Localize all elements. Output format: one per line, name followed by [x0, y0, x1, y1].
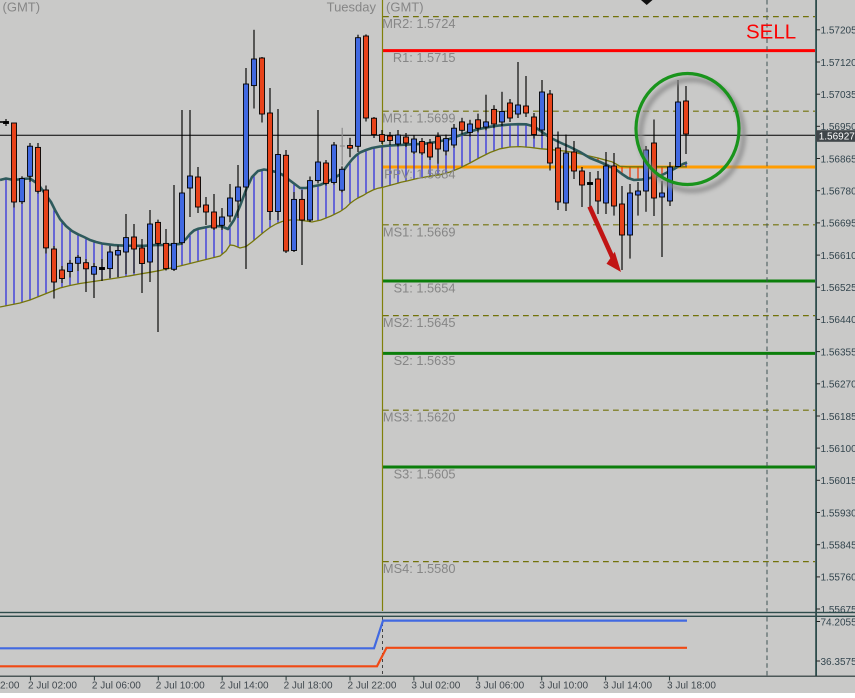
svg-text:MS2: 1.5645: MS2: 1.5645 [383, 315, 456, 330]
svg-text:2 Jul 06:00: 2 Jul 06:00 [92, 681, 141, 692]
svg-text:1.56185: 1.56185 [821, 412, 855, 423]
svg-text:3 Jul 10:00: 3 Jul 10:00 [539, 681, 588, 692]
svg-text:1.56440: 1.56440 [821, 315, 855, 326]
svg-text:MS1: 1.5669: MS1: 1.5669 [383, 224, 456, 239]
svg-text:2:00: 2:00 [0, 681, 20, 692]
svg-text:3 Jul 18:00: 3 Jul 18:00 [667, 681, 716, 692]
svg-text:1.57120: 1.57120 [821, 58, 855, 69]
svg-text:1.56780: 1.56780 [821, 187, 855, 198]
svg-text:1.56927: 1.56927 [819, 132, 855, 143]
svg-text:1.55675: 1.55675 [821, 605, 855, 616]
svg-text:1.56355: 1.56355 [821, 347, 855, 358]
svg-text:(GMT): (GMT) [3, 0, 41, 15]
svg-text:3 Jul 06:00: 3 Jul 06:00 [475, 681, 524, 692]
svg-text:1.55930: 1.55930 [821, 508, 855, 519]
svg-text:2 Jul 14:00: 2 Jul 14:00 [220, 681, 269, 692]
svg-text:(GMT): (GMT) [386, 0, 424, 15]
svg-text:2 Jul 18:00: 2 Jul 18:00 [284, 681, 333, 692]
svg-text:PPV: 1.5684: PPV: 1.5684 [384, 167, 455, 182]
svg-text:1.56100: 1.56100 [821, 444, 855, 455]
svg-text:MR2: 1.5724: MR2: 1.5724 [382, 16, 455, 31]
svg-text:MS4: 1.5580: MS4: 1.5580 [383, 561, 456, 576]
svg-text:1.56270: 1.56270 [821, 380, 855, 391]
svg-text:2 Jul 02:00: 2 Jul 02:00 [28, 681, 77, 692]
svg-text:S2: 1.5635: S2: 1.5635 [394, 353, 456, 368]
svg-text:1.56525: 1.56525 [821, 283, 855, 294]
svg-text:Tuesday: Tuesday [327, 0, 377, 15]
svg-text:MR1: 1.5699: MR1: 1.5699 [382, 111, 455, 126]
svg-text:3 Jul 14:00: 3 Jul 14:00 [603, 681, 652, 692]
svg-text:1.55760: 1.55760 [821, 573, 855, 584]
svg-text:1.55845: 1.55845 [821, 541, 855, 552]
svg-text:1.56695: 1.56695 [821, 219, 855, 230]
svg-text:2 Jul 10:00: 2 Jul 10:00 [156, 681, 205, 692]
svg-text:S1: 1.5654: S1: 1.5654 [394, 281, 456, 296]
svg-text:1.56015: 1.56015 [821, 476, 855, 487]
svg-text:74.2055: 74.2055 [821, 618, 855, 629]
svg-text:SELL: SELL [746, 21, 796, 44]
svg-text:1.56865: 1.56865 [821, 154, 855, 165]
svg-text:3 Jul 02:00: 3 Jul 02:00 [411, 681, 460, 692]
svg-text:1.56610: 1.56610 [821, 251, 855, 262]
svg-text:MS3: 1.5620: MS3: 1.5620 [383, 410, 456, 425]
svg-text:1.57205: 1.57205 [821, 26, 855, 37]
svg-text:1.57035: 1.57035 [821, 90, 855, 101]
svg-text:36.3575: 36.3575 [821, 657, 855, 668]
svg-text:2 Jul 22:00: 2 Jul 22:00 [348, 681, 397, 692]
svg-text:S3: 1.5605: S3: 1.5605 [394, 467, 456, 482]
svg-text:R1: 1.5715: R1: 1.5715 [393, 50, 456, 65]
